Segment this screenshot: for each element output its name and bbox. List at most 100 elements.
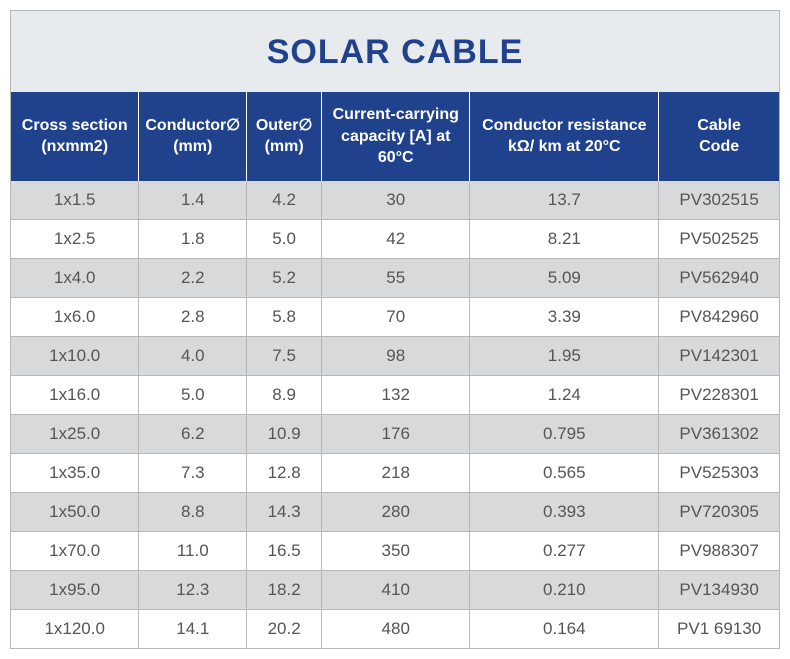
table-cell: 1x10.0: [11, 336, 139, 375]
table-cell: 1x70.0: [11, 531, 139, 570]
table-cell: PV1 69130: [659, 609, 779, 648]
table-cell: 5.09: [470, 258, 659, 297]
table-cell: PV842960: [659, 297, 779, 336]
table-row: 1x4.02.25.2555.09PV562940: [11, 258, 779, 297]
column-header-line2: Code: [699, 138, 739, 155]
table-cell: 14.1: [139, 609, 247, 648]
table-cell: 1x1.5: [11, 181, 139, 220]
table-cell: 1.95: [470, 336, 659, 375]
column-header-line2: (mm): [173, 138, 212, 155]
table-cell: 8.21: [470, 219, 659, 258]
table-cell: 12.3: [139, 570, 247, 609]
column-header-line2: (mm): [265, 138, 304, 155]
table-cell: PV142301: [659, 336, 779, 375]
table-cell: 5.8: [247, 297, 322, 336]
table-cell: 12.8: [247, 453, 322, 492]
table-cell: 5.0: [247, 219, 322, 258]
table-container: SOLAR CABLE Cross section (nxmm2) Conducto…: [10, 10, 780, 649]
table-cell: 5.0: [139, 375, 247, 414]
table-cell: PV988307: [659, 531, 779, 570]
solar-cable-table: Cross section(nxmm2)Conductor∅(mm)Outer∅…: [11, 92, 779, 648]
table-row: 1x10.04.07.5981.95PV142301: [11, 336, 779, 375]
column-header-3: Current-carrying capacity [A] at 60°C: [322, 92, 470, 181]
table-cell: 42: [322, 219, 470, 258]
table-row: 1x70.011.016.53500.277PV988307: [11, 531, 779, 570]
table-cell: 1.4: [139, 181, 247, 220]
table-cell: 280: [322, 492, 470, 531]
table-cell: 16.5: [247, 531, 322, 570]
table-cell: 410: [322, 570, 470, 609]
table-cell: 5.2: [247, 258, 322, 297]
table-cell: 0.795: [470, 414, 659, 453]
column-header-line2: (nxmm2): [41, 138, 108, 155]
table-cell: 0.164: [470, 609, 659, 648]
table-cell: 1x25.0: [11, 414, 139, 453]
table-cell: 1x120.0: [11, 609, 139, 648]
column-header-line2: capacity [A] at 60°C: [341, 128, 450, 167]
column-header-2: Outer∅ (mm): [247, 92, 322, 181]
table-cell: 13.7: [470, 181, 659, 220]
column-header-5: Cable Code: [659, 92, 779, 181]
table-cell: 0.565: [470, 453, 659, 492]
table-cell: 1x2.5: [11, 219, 139, 258]
table-cell: 1x50.0: [11, 492, 139, 531]
table-cell: 3.39: [470, 297, 659, 336]
table-row: 1x35.07.312.82180.565PV525303: [11, 453, 779, 492]
table-cell: 132: [322, 375, 470, 414]
table-cell: 350: [322, 531, 470, 570]
column-header-1: Conductor∅ (mm): [139, 92, 247, 181]
table-cell: 10.9: [247, 414, 322, 453]
table-cell: 4.2: [247, 181, 322, 220]
column-header-line1: Conductor resistance: [482, 117, 646, 134]
table-cell: 55: [322, 258, 470, 297]
table-cell: 30: [322, 181, 470, 220]
column-header-line1: Cross section: [22, 117, 128, 134]
column-header-line1: Conductor∅: [145, 117, 240, 134]
table-cell: 7.3: [139, 453, 247, 492]
table-row: 1x120.014.120.24800.164PV1 69130: [11, 609, 779, 648]
column-header-line2: kΩ/ km at 20°C: [508, 138, 621, 155]
table-cell: 1.8: [139, 219, 247, 258]
table-cell: 4.0: [139, 336, 247, 375]
table-cell: 98: [322, 336, 470, 375]
column-header-line1: Outer∅: [256, 117, 313, 134]
table-cell: 18.2: [247, 570, 322, 609]
table-cell: PV302515: [659, 181, 779, 220]
table-cell: 0.210: [470, 570, 659, 609]
table-cell: 480: [322, 609, 470, 648]
table-row: 1x25.06.210.91760.795PV361302: [11, 414, 779, 453]
table-cell: 11.0: [139, 531, 247, 570]
table-cell: 0.277: [470, 531, 659, 570]
column-header-0: Cross section (nxmm2): [11, 92, 139, 181]
table-cell: 7.5: [247, 336, 322, 375]
table-cell: 1.24: [470, 375, 659, 414]
table-cell: 1x95.0: [11, 570, 139, 609]
table-cell: 8.8: [139, 492, 247, 531]
table-cell: PV720305: [659, 492, 779, 531]
table-header: Cross section(nxmm2)Conductor∅(mm)Outer∅…: [11, 92, 779, 181]
column-header-4: Conductor resistance kΩ/ km at 20°C: [470, 92, 659, 181]
table-cell: PV228301: [659, 375, 779, 414]
table-row: 1x1.51.44.23013.7PV302515: [11, 181, 779, 220]
table-cell: 1x35.0: [11, 453, 139, 492]
table-cell: PV134930: [659, 570, 779, 609]
table-cell: 70: [322, 297, 470, 336]
table-cell: PV562940: [659, 258, 779, 297]
table-cell: 2.2: [139, 258, 247, 297]
table-cell: 0.393: [470, 492, 659, 531]
table-cell: PV525303: [659, 453, 779, 492]
table-row: 1x50.08.814.32800.393PV720305: [11, 492, 779, 531]
table-row: 1x2.51.85.0428.21PV502525: [11, 219, 779, 258]
column-header-line1: Cable: [697, 117, 741, 134]
table-cell: 176: [322, 414, 470, 453]
column-header-line1: Current-carrying: [333, 106, 459, 123]
table-row: 1x6.02.85.8703.39PV842960: [11, 297, 779, 336]
table-body: 1x1.51.44.23013.7PV3025151x2.51.85.0428.…: [11, 181, 779, 648]
table-cell: 1x16.0: [11, 375, 139, 414]
table-cell: 1x4.0: [11, 258, 139, 297]
page-title: SOLAR CABLE: [11, 11, 779, 92]
table-row: 1x95.012.318.24100.210PV134930: [11, 570, 779, 609]
table-cell: 1x6.0: [11, 297, 139, 336]
table-cell: PV502525: [659, 219, 779, 258]
table-cell: 14.3: [247, 492, 322, 531]
